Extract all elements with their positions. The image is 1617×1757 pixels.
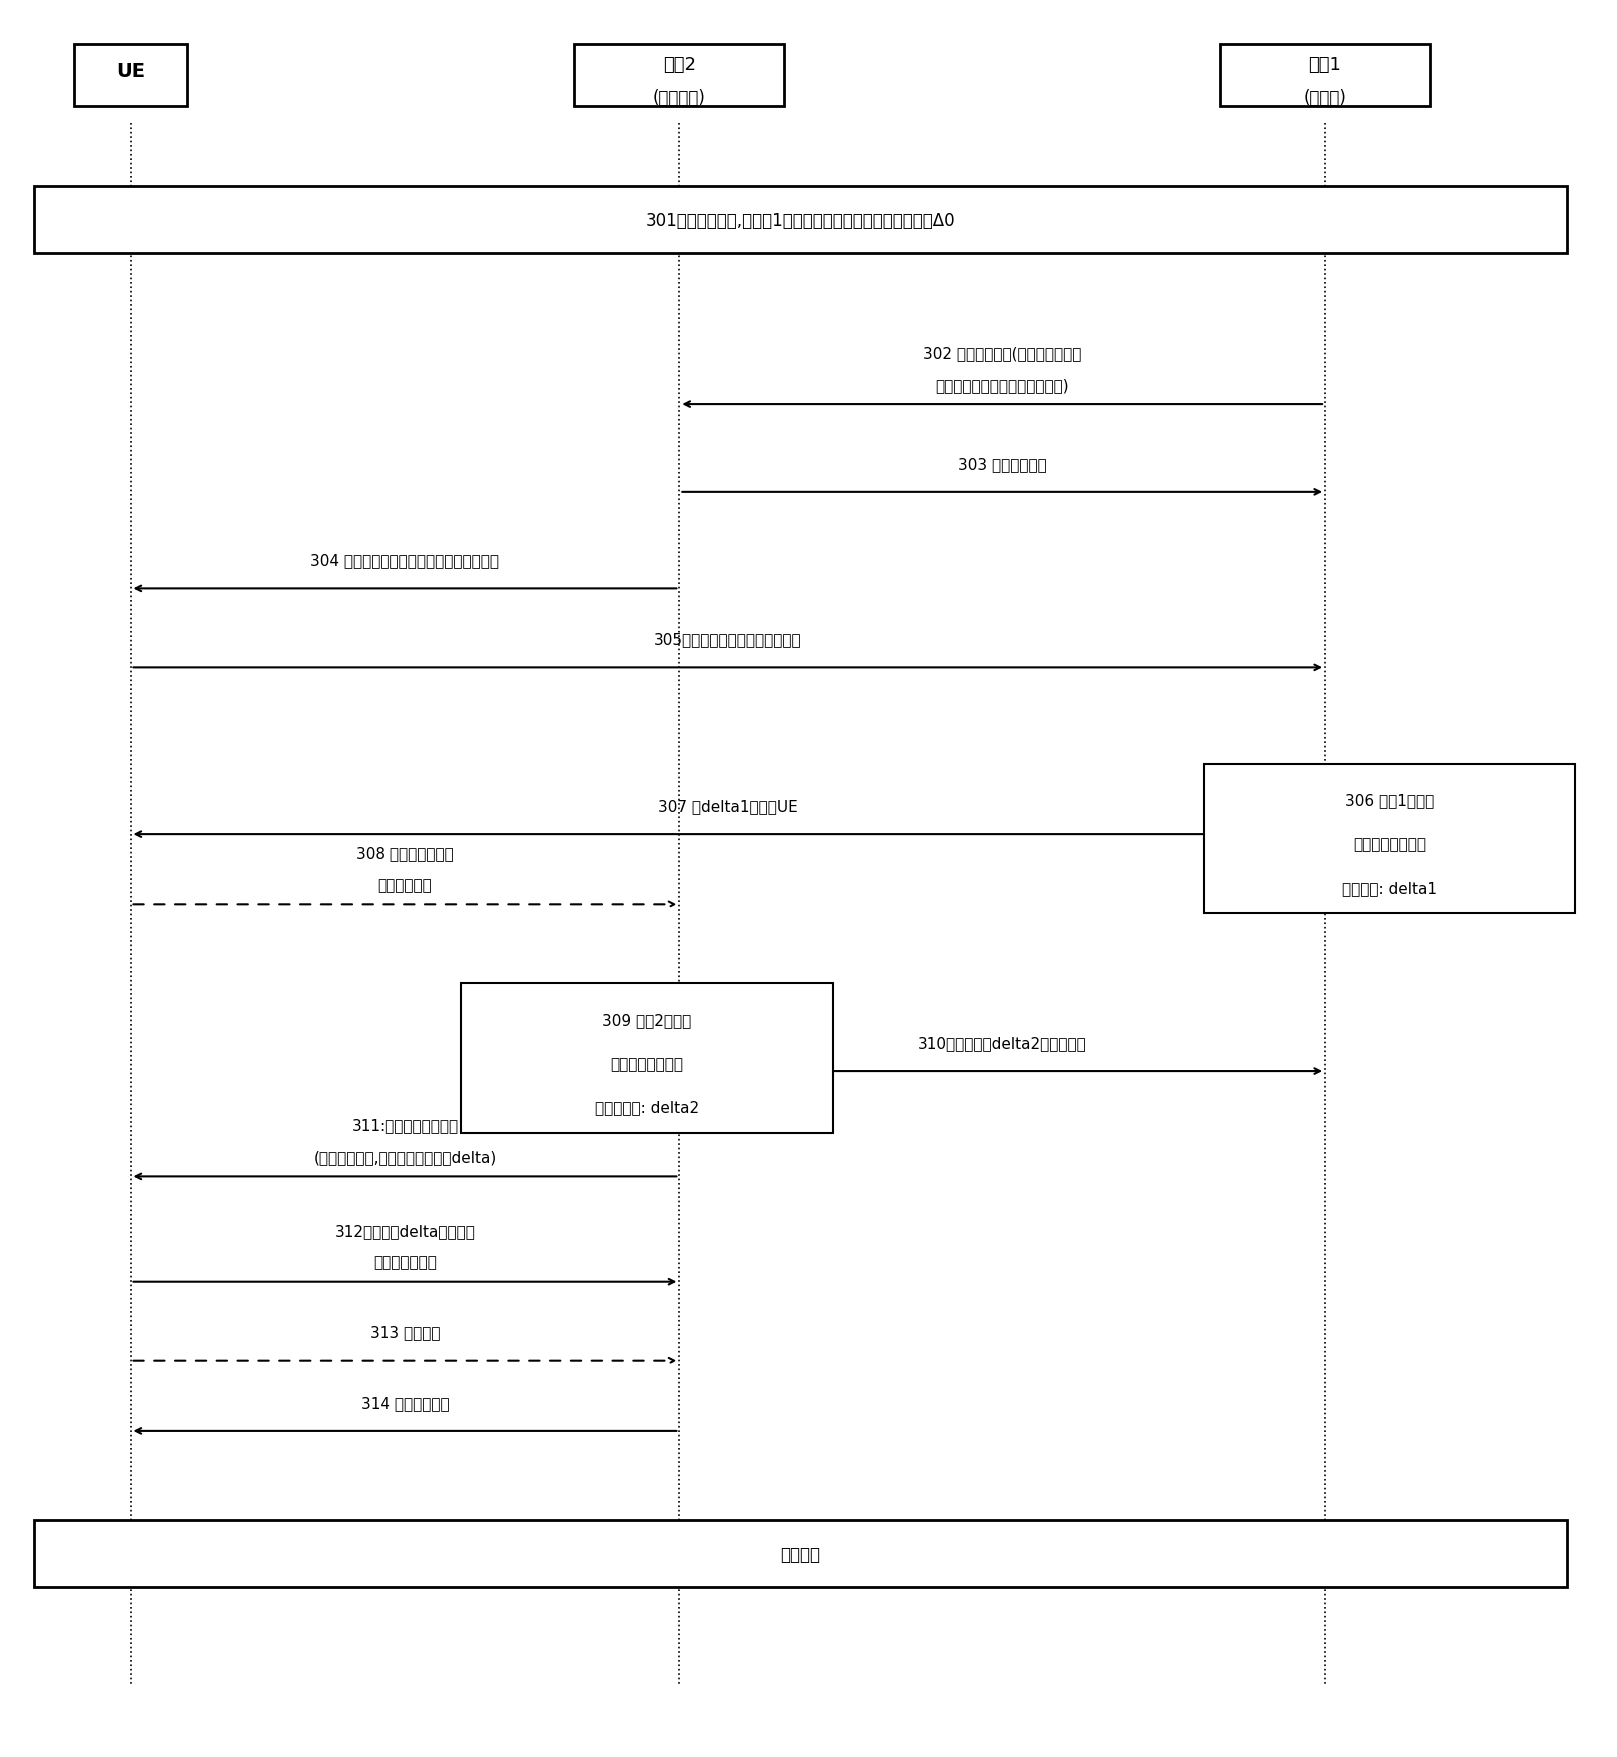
- Text: 调整信息: delta1: 调整信息: delta1: [1342, 880, 1438, 896]
- Text: UE: UE: [116, 61, 146, 81]
- Text: 间调整信息: delta2: 间调整信息: delta2: [595, 1100, 699, 1116]
- Text: 314 资源请求反馈: 314 资源请求反馈: [361, 1395, 450, 1411]
- Text: 307 将delta1通知给UE: 307 将delta1通知给UE: [658, 799, 797, 813]
- FancyBboxPatch shape: [74, 46, 188, 107]
- Text: 309 基站2检测到: 309 基站2检测到: [603, 1012, 692, 1028]
- Text: 切换结束: 切换结束: [781, 1544, 820, 1564]
- Text: 同步时间的调整: 同步时间的调整: [374, 1254, 437, 1270]
- Text: 312用户根据delta进行上行: 312用户根据delta进行上行: [335, 1223, 475, 1239]
- Text: 同步维持资源: 同步维持资源: [377, 877, 432, 893]
- Text: 用户在当前小区的同步维持资源): 用户在当前小区的同步维持资源): [935, 378, 1069, 392]
- FancyBboxPatch shape: [34, 188, 1567, 255]
- Text: 在原小区中的时间: 在原小区中的时间: [1353, 836, 1426, 852]
- FancyBboxPatch shape: [1221, 46, 1429, 107]
- FancyBboxPatch shape: [1205, 764, 1575, 914]
- Text: 在目标小区中的时: 在目标小区中的时: [611, 1056, 684, 1072]
- Text: 308 用户发送已知的: 308 用户发送已知的: [356, 845, 454, 861]
- Text: 303 切换请求应答: 303 切换请求应答: [957, 457, 1046, 471]
- Text: 基站1: 基站1: [1308, 56, 1342, 74]
- Text: 311:通知用户切换消息: 311:通知用户切换消息: [351, 1117, 459, 1133]
- Text: 306 基站1检测到: 306 基站1检测到: [1345, 792, 1434, 808]
- Text: 基站2: 基站2: [663, 56, 695, 74]
- Text: 302 切换请求信息(包含用户标识及: 302 切换请求信息(包含用户标识及: [923, 346, 1082, 360]
- Text: (目标小区): (目标小区): [653, 90, 705, 107]
- FancyBboxPatch shape: [574, 46, 784, 107]
- Text: 305用户发送已知的同步维持资源: 305用户发送已知的同步维持资源: [653, 633, 802, 647]
- FancyBboxPatch shape: [461, 984, 833, 1133]
- Text: 304 通知用户上行同步需要的同步维持资源: 304 通知用户上行同步需要的同步维持资源: [310, 553, 500, 568]
- FancyBboxPatch shape: [34, 1520, 1567, 1587]
- Text: 313 资源请求: 313 资源请求: [370, 1325, 440, 1341]
- Text: (原小区): (原小区): [1303, 90, 1347, 107]
- Text: 301选定目标小区,且基站1获知两小区的下行接收绝对时间差Δ0: 301选定目标小区,且基站1获知两小区的下行接收绝对时间差Δ0: [645, 211, 956, 230]
- Text: 310目标小区将delta2通知原小区: 310目标小区将delta2通知原小区: [918, 1035, 1087, 1051]
- Text: (目标小区标识,切换调整时间信息delta): (目标小区标识,切换调整时间信息delta): [314, 1149, 496, 1165]
